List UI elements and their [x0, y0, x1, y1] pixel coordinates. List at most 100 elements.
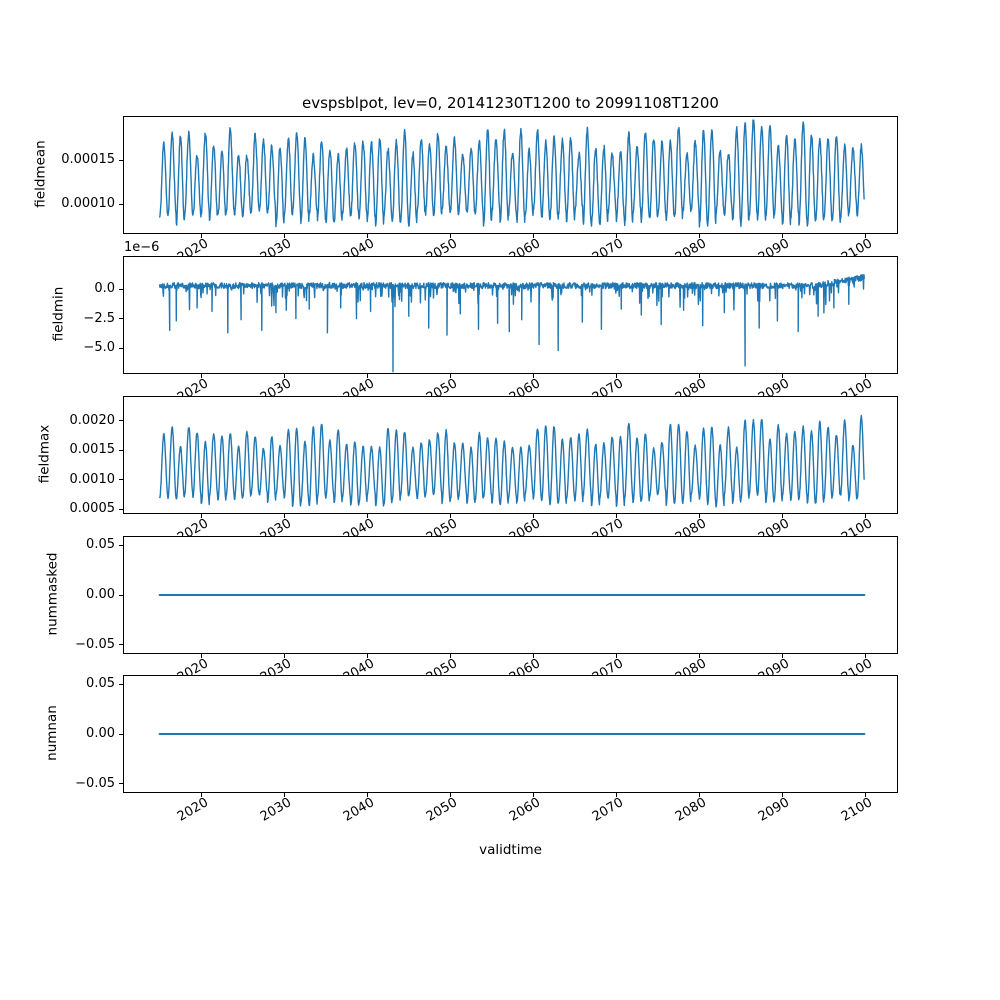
y-tick-mark — [119, 733, 123, 735]
y-tick-mark — [119, 479, 123, 481]
x-tick-mark — [864, 374, 866, 378]
y-tick-mark — [119, 683, 123, 685]
x-tick-mark — [366, 793, 368, 797]
x-tick-label: 2080 — [673, 795, 710, 825]
x-tick-mark — [781, 514, 783, 518]
x-tick-label: 2040 — [341, 795, 378, 825]
x-tick-mark — [366, 374, 368, 378]
x-tick-mark — [698, 374, 700, 378]
series-line-fieldmax — [159, 414, 865, 508]
x-tick-mark — [200, 234, 202, 238]
plot-canvas-fieldmean — [159, 119, 865, 228]
subplot-numnan — [123, 675, 898, 793]
x-tick-mark — [366, 514, 368, 518]
y-tick-label: 0.0015 — [69, 442, 116, 458]
x-tick-mark — [532, 654, 534, 658]
subplot-fieldmax — [123, 396, 898, 514]
x-tick-mark — [283, 654, 285, 658]
y-tick-label: 0.0 — [94, 281, 115, 296]
x-tick-label: 2050 — [424, 795, 461, 825]
y-tick-label: 0.05 — [86, 676, 115, 692]
y-tick-label: 0.00 — [86, 587, 115, 602]
subplot-nummasked — [123, 536, 898, 654]
y-tick-mark — [119, 508, 123, 510]
x-tick-mark — [283, 234, 285, 238]
plot-canvas-fieldmin — [158, 274, 865, 373]
x-tick-mark — [532, 793, 534, 797]
y-tick-mark — [119, 159, 123, 161]
x-tick-mark — [532, 374, 534, 378]
y-tick-label: −0.05 — [75, 775, 115, 791]
x-tick-mark — [283, 374, 285, 378]
x-tick-mark — [366, 234, 368, 238]
series-line-fieldmin — [158, 274, 865, 373]
x-tick-mark — [449, 654, 451, 658]
y-tick-label: 0.0005 — [69, 501, 116, 517]
plot-canvas-numnan — [158, 733, 866, 735]
x-tick-label: 2100 — [839, 795, 876, 825]
x-tick-mark — [864, 514, 866, 518]
x-tick-mark — [698, 793, 700, 797]
x-tick-mark — [864, 654, 866, 658]
offset-text-fieldmin: 1e−6 — [124, 240, 160, 255]
x-tick-mark — [698, 654, 700, 658]
x-tick-mark — [864, 793, 866, 797]
y-tick-label: −0.05 — [75, 636, 115, 652]
x-axis-label: validtime — [479, 842, 542, 858]
y-tick-mark — [119, 203, 123, 205]
y-tick-label: 0.0020 — [69, 412, 116, 428]
subplot-fieldmean — [123, 116, 898, 234]
x-tick-mark — [781, 793, 783, 797]
plot-title: evspsblpot, lev=0, 20141230T1200 to 2099… — [302, 94, 719, 112]
y-tick-mark — [119, 644, 123, 646]
x-tick-mark — [449, 514, 451, 518]
y-tick-label: −5.0 — [83, 340, 115, 356]
x-tick-mark — [449, 234, 451, 238]
x-tick-label: 2090 — [756, 795, 793, 825]
subplot-fieldmin — [123, 256, 898, 374]
x-tick-mark — [200, 374, 202, 378]
x-tick-mark — [698, 234, 700, 238]
y-tick-mark — [119, 594, 123, 596]
x-tick-mark — [532, 514, 534, 518]
x-tick-mark — [615, 793, 617, 797]
y-tick-label: 0.00015 — [61, 152, 115, 168]
y-tick-label: 0.05 — [86, 537, 115, 553]
x-tick-mark — [781, 374, 783, 378]
x-tick-mark — [449, 793, 451, 797]
x-tick-mark — [781, 234, 783, 238]
x-tick-mark — [200, 793, 202, 797]
y-tick-label: 0.0010 — [69, 471, 116, 487]
x-tick-mark — [366, 654, 368, 658]
x-tick-mark — [864, 234, 866, 238]
plot-canvas-nummasked — [158, 594, 866, 596]
y-tick-label: −2.5 — [83, 310, 115, 326]
x-tick-mark — [698, 514, 700, 518]
x-tick-label: 2060 — [507, 795, 544, 825]
y-tick-mark — [119, 420, 123, 422]
x-tick-mark — [200, 654, 202, 658]
x-tick-label: 2070 — [590, 795, 627, 825]
x-tick-mark — [615, 654, 617, 658]
y-tick-label: 0.00010 — [61, 196, 115, 211]
y-tick-mark — [119, 347, 123, 349]
series-line-fieldmean — [159, 119, 865, 228]
y-tick-mark — [119, 544, 123, 546]
x-tick-mark — [615, 234, 617, 238]
x-tick-mark — [615, 374, 617, 378]
plot-canvas-fieldmax — [159, 414, 865, 508]
x-tick-mark — [449, 374, 451, 378]
y-tick-mark — [119, 449, 123, 451]
y-tick-mark — [119, 318, 123, 320]
y-tick-mark — [119, 783, 123, 785]
x-tick-label: 2020 — [175, 795, 212, 825]
x-tick-mark — [283, 793, 285, 797]
x-tick-mark — [615, 514, 617, 518]
x-tick-label: 2030 — [258, 795, 295, 825]
x-tick-mark — [532, 234, 534, 238]
y-tick-mark — [119, 288, 123, 290]
x-tick-mark — [283, 514, 285, 518]
x-tick-mark — [200, 514, 202, 518]
x-tick-mark — [781, 654, 783, 658]
